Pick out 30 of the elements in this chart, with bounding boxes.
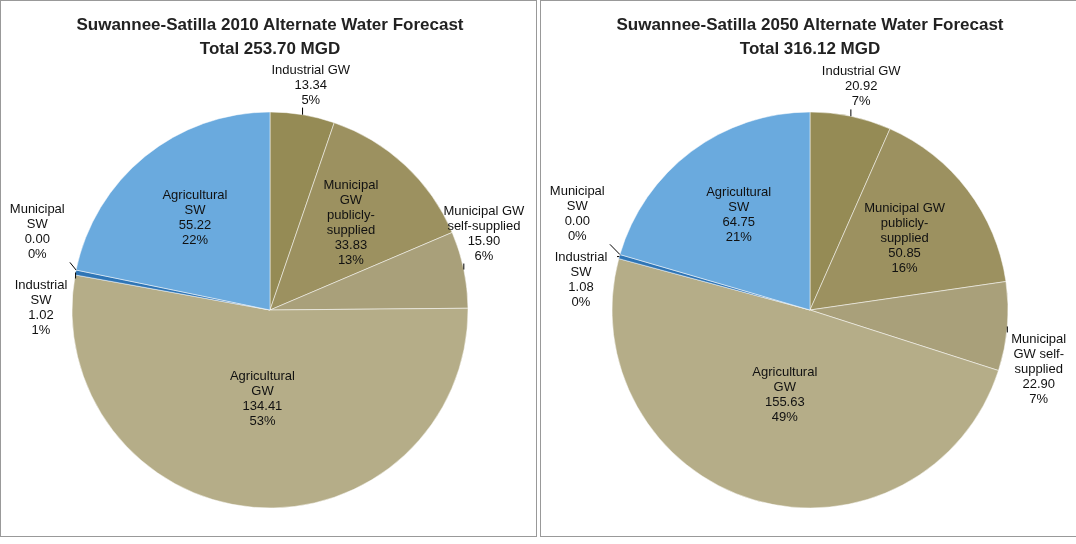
data-label: 15.90 6%	[467, 232, 501, 263]
data-label: 1.02 1%	[28, 307, 54, 338]
data-label: 55.22 22%	[178, 216, 212, 247]
slice-label: Agricultural SW	[162, 186, 228, 217]
data-label: 64.75 21%	[722, 213, 755, 244]
data-label: 22.90 7%	[1022, 376, 1055, 407]
slice-label: Municipal GW publicly- supplied	[864, 199, 946, 245]
slice-label: Agricultural GW	[229, 367, 296, 398]
data-label: 134.41 53%	[242, 397, 283, 428]
data-label: 50.85 16%	[888, 244, 921, 275]
slice-label: Agricultural GW	[752, 364, 818, 395]
data-label: 13.34 5%	[294, 76, 328, 107]
data-label: 1.08 0%	[568, 279, 594, 310]
category-label: Municipal SW	[549, 183, 605, 214]
data-label: 33.83 13%	[334, 237, 368, 268]
chart-title: Suwannee-Satilla 2050 Alternate Water Forecast Total 316.12 MGD	[616, 15, 1004, 58]
text: 0.00 0%	[24, 231, 50, 262]
slice-label: Agricultural SW	[706, 183, 772, 214]
data-label: 155.63 49%	[764, 394, 805, 425]
slice-label: Industrial SW	[14, 277, 68, 308]
slice-label: Industrial GW	[821, 63, 902, 79]
slice-label: Municipal GW self- supplied	[1011, 331, 1067, 377]
text: 0.00 0%	[564, 213, 590, 244]
slice-label: Municipal GW publicly- supplied	[323, 177, 379, 238]
category-label: Municipal SW	[9, 201, 65, 232]
data-label: 20.92 7%	[844, 78, 878, 109]
chart-title: Suwannee-Satilla 2010 Alternate Water Forecast Total 253.70 MGD	[76, 15, 464, 58]
slice-label: Industrial SW	[554, 249, 608, 280]
slice-label: Municipal GW self-supplied	[443, 202, 526, 233]
slice-label: Industrial GW	[271, 61, 351, 77]
